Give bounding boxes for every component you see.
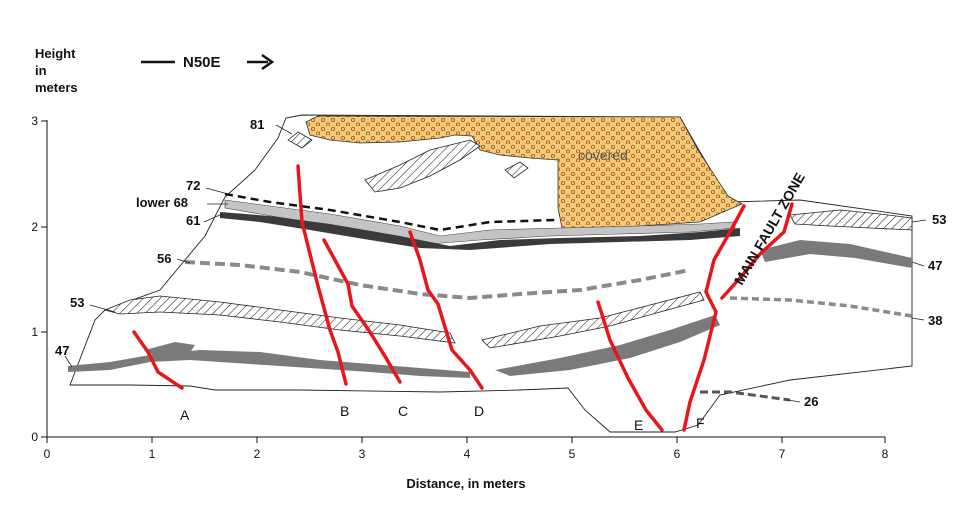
unit-53-band-right [789,209,913,231]
unit-72-contact [224,192,556,232]
unit-label-47-right: 47 [928,258,942,273]
faults [132,164,794,432]
hatched-lens-top [364,139,481,193]
y-axis-title: Height in meters [35,46,78,95]
unit-26-contact [700,390,791,402]
arrow-right-icon [261,53,275,71]
fault-d-line [408,230,484,390]
fault-label-d: D [474,403,484,419]
unit-label-53-left: 53 [70,295,84,310]
y-tick-label: 0 [31,430,38,444]
unit-label-72: 72 [186,178,200,193]
unit-label-47-left: 47 [55,343,69,358]
covered-label: covered [578,147,628,163]
x-tick-label: 4 [464,447,471,461]
covered-area [305,115,743,230]
x-tick-labels: 0 1 2 3 4 5 6 7 8 [44,447,889,461]
fault-label-a: A [180,407,190,423]
unit-47-band-mid [495,315,720,376]
fault-f-line [682,204,746,432]
unit-label-38: 38 [928,313,942,328]
x-tick-marks [46,437,886,443]
orientation-label: N50E [183,54,221,71]
unit-38-contact [729,296,913,318]
orientation-indicator: N50E [141,53,275,71]
fault-c-line [322,238,402,384]
unit-label-81: 81 [250,117,264,132]
fault-label-f: F [696,415,705,431]
trench-outline [69,114,913,433]
x-tick-label: 3 [359,447,366,461]
unit-47-band-right [760,240,912,268]
x-tick-label: 1 [149,447,156,461]
x-tick-label: 0 [44,447,51,461]
fault-label-e: E [634,417,643,433]
fault-b-line [296,164,348,386]
x-tick-label: 7 [779,447,786,461]
fault-label-c: C [398,403,408,419]
y-tick-label: 1 [31,325,38,339]
fault-labels: A B C D E F [180,403,705,433]
y-axis-title-line: meters [35,80,78,95]
unit-label-56: 56 [157,251,171,266]
unit-61-band [220,212,740,250]
x-tick-label: 2 [254,447,261,461]
x-axis-title: Distance, in meters [406,476,525,491]
unit-53-band-mid [481,291,705,349]
y-axis-title-line: in [35,63,47,78]
unit-56-contact [184,260,691,301]
hatched-lens-top-small [504,161,529,179]
y-axis-title-line: Height [35,46,76,61]
unit-47-lens [145,342,195,360]
unit-label-26: 26 [804,394,818,409]
x-tick-label: 5 [569,447,576,461]
y-tick-label: 3 [31,114,38,128]
y-tick-marks [41,120,47,438]
fault-a-line [132,330,184,390]
unit-labels: 81 72 lower 68 61 56 53 47 53 47 38 26 [55,117,946,409]
unit-label-lower-68: lower 68 [136,195,188,210]
x-tick-label: 6 [674,447,681,461]
y-tick-label: 2 [31,220,38,234]
unit-81-lens [287,131,313,149]
fault-label-b: B [340,403,349,419]
x-tick-label: 8 [882,447,889,461]
axes: 0 1 2 3 4 5 6 7 8 0 1 2 3 Distance, in m… [31,46,888,491]
leader-lines [64,124,927,403]
unit-label-53-right: 53 [932,212,946,227]
fault-e-line [596,300,664,432]
main-fault-line [720,202,794,300]
unit-label-61: 61 [186,213,200,228]
y-tick-labels: 0 1 2 3 [31,114,38,444]
